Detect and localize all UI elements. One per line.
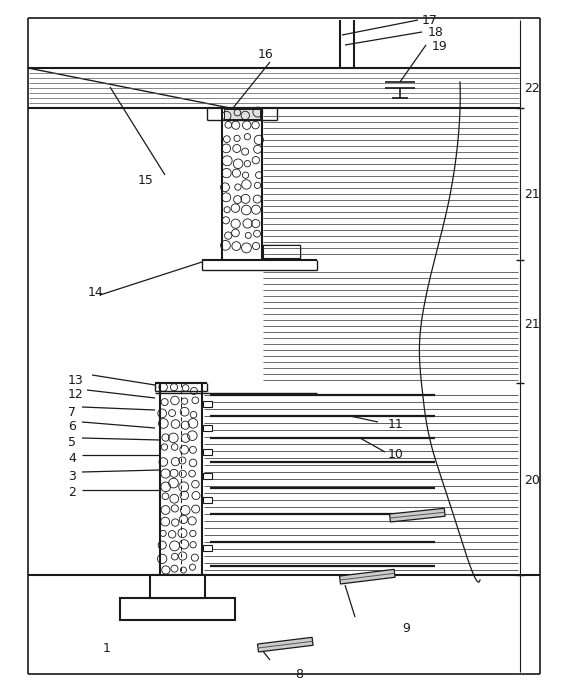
Bar bbox=[120, 598, 235, 620]
Text: 19: 19 bbox=[432, 39, 448, 53]
Bar bbox=[203, 425, 212, 431]
Text: 8: 8 bbox=[295, 668, 303, 682]
Text: 9: 9 bbox=[402, 621, 410, 635]
Bar bbox=[203, 401, 212, 407]
Bar bbox=[150, 575, 205, 598]
Bar bbox=[203, 497, 212, 503]
Text: 6: 6 bbox=[68, 421, 76, 433]
Text: 1: 1 bbox=[103, 641, 111, 655]
Polygon shape bbox=[258, 637, 313, 652]
Text: 2: 2 bbox=[68, 486, 76, 500]
Text: 4: 4 bbox=[68, 451, 76, 464]
Text: 22: 22 bbox=[524, 82, 540, 95]
Text: 5: 5 bbox=[68, 437, 76, 450]
Text: 12: 12 bbox=[68, 388, 84, 401]
Text: 21: 21 bbox=[524, 318, 540, 331]
Text: 18: 18 bbox=[428, 26, 444, 39]
Text: 7: 7 bbox=[68, 406, 76, 419]
Bar bbox=[203, 545, 212, 551]
Text: 11: 11 bbox=[388, 419, 404, 432]
Text: 16: 16 bbox=[258, 48, 274, 62]
Polygon shape bbox=[340, 570, 395, 584]
Bar bbox=[263, 245, 300, 258]
Text: 13: 13 bbox=[68, 374, 84, 387]
Polygon shape bbox=[389, 508, 445, 522]
Bar bbox=[224, 109, 260, 119]
Bar bbox=[203, 449, 212, 455]
Text: 21: 21 bbox=[524, 188, 540, 201]
Text: 10: 10 bbox=[388, 448, 404, 462]
Bar bbox=[203, 473, 212, 479]
Text: 14: 14 bbox=[88, 286, 104, 298]
Text: 20: 20 bbox=[524, 473, 540, 486]
Text: 3: 3 bbox=[68, 469, 76, 482]
Text: 15: 15 bbox=[138, 174, 154, 187]
Text: 17: 17 bbox=[422, 14, 438, 26]
